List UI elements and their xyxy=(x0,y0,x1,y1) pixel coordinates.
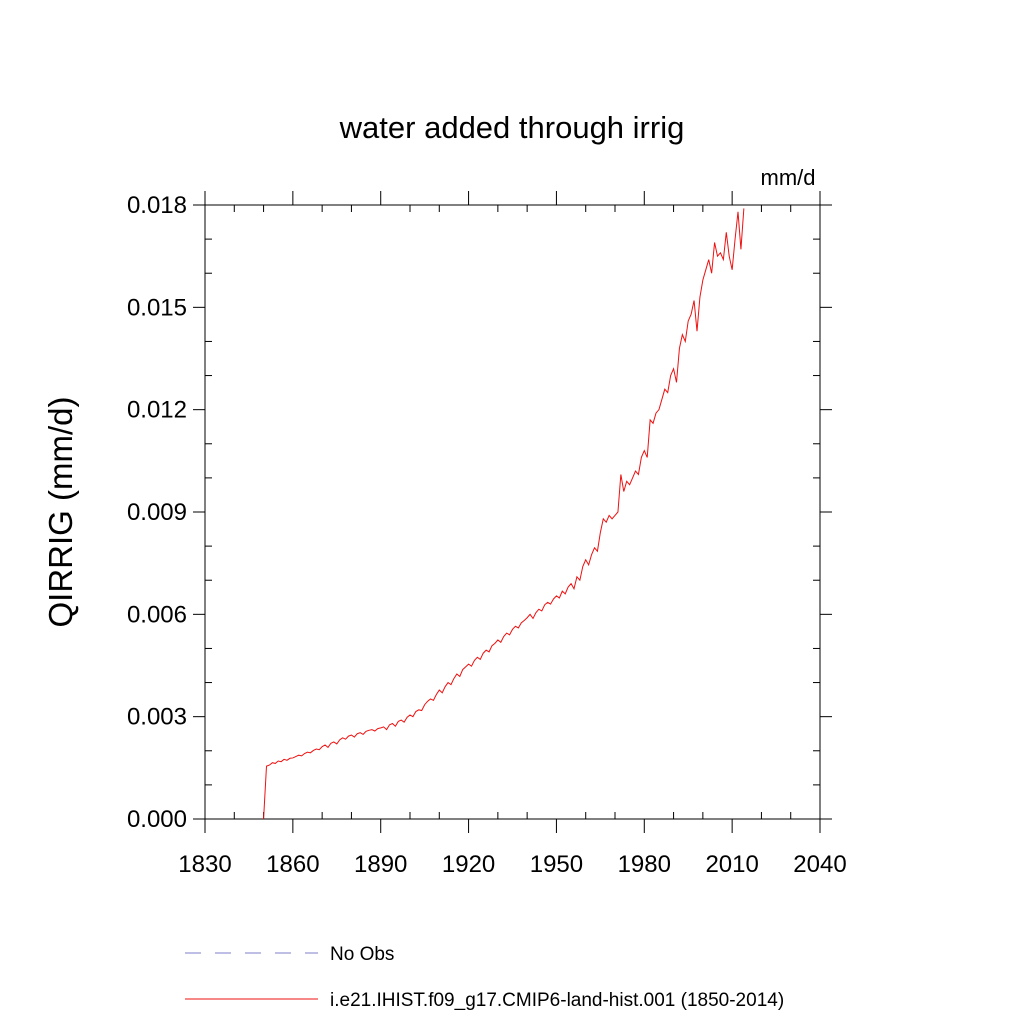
x-tick-label: 1890 xyxy=(354,851,407,878)
chart-title: water added through irrig xyxy=(339,110,685,145)
y-axis-label: QIRRIG (mm/d) xyxy=(42,397,79,628)
units-label: mm/d xyxy=(761,165,816,190)
data-line xyxy=(263,208,745,820)
x-tick-label: 2010 xyxy=(705,851,758,878)
plot-frame xyxy=(204,204,821,820)
x-tick-label: 1860 xyxy=(266,851,319,878)
legend-label: No Obs xyxy=(330,944,394,965)
x-tick-label: 1830 xyxy=(178,851,231,878)
legend-label: i.e21.IHIST.f09_g17.CMIP6-land-hist.001 … xyxy=(330,990,784,1011)
y-tick-label: 0.000 xyxy=(127,806,187,833)
y-tick-label: 0.015 xyxy=(127,294,187,321)
x-tick-label: 2040 xyxy=(793,851,846,878)
y-tick-label: 0.009 xyxy=(127,499,187,526)
y-tick-label: 0.012 xyxy=(127,397,187,424)
x-tick-label: 1950 xyxy=(530,851,583,878)
x-tick-label: 1980 xyxy=(618,851,671,878)
y-tick-label: 0.006 xyxy=(127,601,187,628)
y-tick-label: 0.018 xyxy=(127,192,187,219)
x-tick-label: 1920 xyxy=(442,851,495,878)
y-tick-label: 0.003 xyxy=(127,704,187,731)
